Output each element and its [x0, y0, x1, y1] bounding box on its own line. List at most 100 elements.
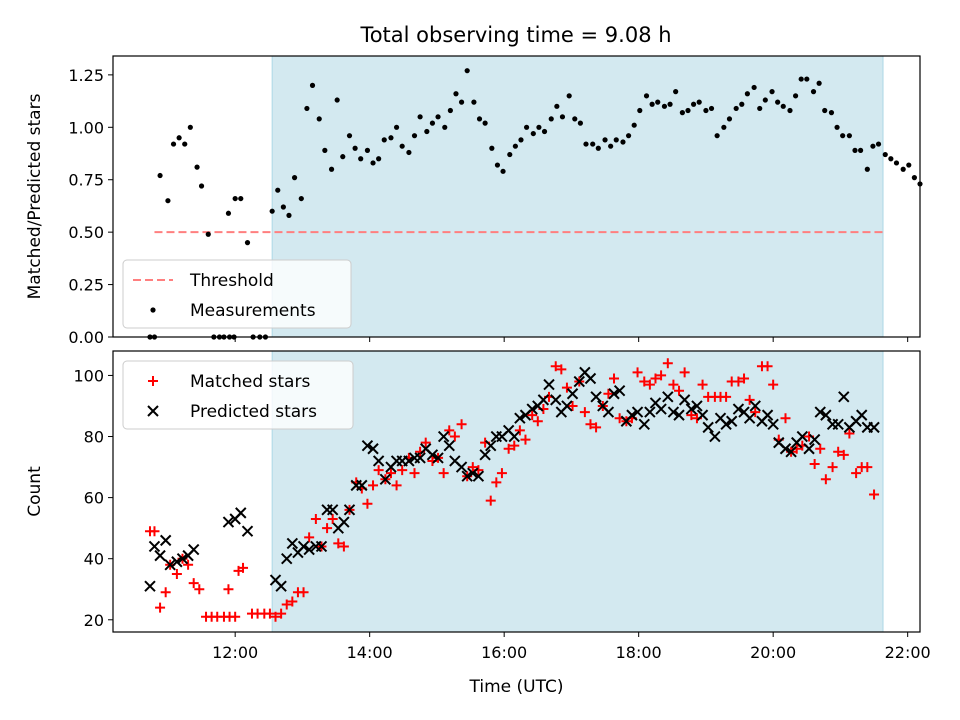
matched-star-point [780, 413, 791, 424]
measurement-point [507, 151, 513, 158]
measurement-point [679, 110, 685, 116]
measurement-point [170, 141, 177, 147]
predicted-star-point [176, 552, 189, 565]
predicted-star-point [414, 452, 426, 464]
predicted-star-point [631, 406, 644, 418]
predicted-star-point [655, 403, 667, 415]
measurement-point [608, 143, 614, 149]
measurement-point [733, 105, 739, 112]
matched-star-point [304, 532, 315, 543]
predicted-star-point [808, 433, 821, 446]
measurement-point [435, 114, 441, 120]
measurement-point [595, 145, 601, 151]
predicted-star-point [662, 391, 674, 403]
matched-star-point [869, 489, 880, 500]
measurement-point [911, 175, 917, 181]
predicted-star-point [725, 415, 738, 427]
matched-star-point [603, 388, 614, 399]
measurement-point [613, 137, 619, 143]
matched-star-point [809, 459, 820, 470]
matched-star-point [281, 599, 292, 610]
legend-label-predicted: Predicted stars [190, 402, 317, 422]
matched-star-point [550, 361, 561, 372]
measurement-point [275, 187, 281, 193]
matched-star-point [591, 422, 602, 433]
matched-star-point [327, 513, 338, 524]
predicted-star-point [303, 543, 315, 556]
matched-star-point [397, 465, 408, 476]
matched-star-point [322, 523, 333, 534]
predicted-star-point [432, 452, 444, 464]
matched-star-point [762, 361, 773, 372]
measurement-point [625, 133, 632, 139]
predicted-star-point [403, 455, 415, 467]
matched-star-point [733, 376, 744, 387]
matched-star-point [449, 431, 460, 442]
predicted-star-point [803, 443, 815, 455]
measurement-point [536, 124, 542, 130]
measurement-point [685, 107, 691, 114]
matched-star-point [183, 559, 194, 570]
measurement-point [187, 124, 193, 130]
matched-star-point [149, 526, 160, 537]
matched-star-point [744, 394, 755, 405]
measurement-point [453, 91, 459, 97]
measurement-point [291, 175, 298, 181]
measurement-point [364, 147, 371, 153]
predicted-star-point [732, 403, 745, 415]
measurement-point [864, 166, 870, 172]
matched-star-point [862, 462, 873, 473]
measurement-point [518, 137, 524, 143]
matched-star-point [632, 367, 643, 378]
matched-star-point [491, 477, 502, 488]
matched-star-point [579, 407, 590, 418]
measurement-point [828, 110, 835, 116]
measurement-point [893, 160, 900, 166]
predicted-star-point [343, 504, 356, 516]
predicted-star-point [467, 467, 479, 479]
matched-star-point [409, 468, 420, 479]
measurement-point [852, 147, 858, 153]
predicted-star-point [602, 406, 615, 418]
matched-star-point [656, 370, 667, 381]
predicted-star-point [338, 516, 350, 528]
predicted-star-point [613, 384, 626, 397]
matched-star-point [520, 434, 531, 445]
measurement-point [590, 141, 596, 147]
predicted-star-point [455, 461, 468, 473]
matched-star-point [833, 446, 844, 457]
matched-star-point [838, 449, 849, 460]
measurement-point [643, 93, 650, 99]
measurement-point [882, 151, 888, 158]
bottom-ytick-label: 100 [73, 366, 104, 385]
predicted-star-point [832, 418, 844, 431]
bottom-xlabel: Time (UTC) [469, 677, 564, 697]
legend-predicted-swatch [147, 405, 159, 417]
measurement-point [602, 137, 608, 143]
legend-box [122, 259, 352, 329]
matched-star-point [556, 364, 567, 375]
measurement-point [620, 139, 626, 145]
measurement-point [500, 168, 506, 174]
matched-star-point [509, 440, 520, 451]
matched-star-point [171, 568, 182, 579]
matched-star-point [567, 400, 578, 411]
measurement-point [165, 198, 171, 204]
measurement-point [286, 212, 292, 218]
matched-star-point [264, 608, 275, 619]
measurement-point [476, 116, 483, 122]
matched-star-point [827, 462, 838, 473]
predicted-star-point [326, 504, 339, 516]
predicted-star-point [171, 556, 183, 568]
measurement-point [822, 107, 828, 114]
predicted-star-point [550, 394, 562, 406]
matched-star-point [230, 611, 241, 622]
top-ytick-label: 0.50 [68, 223, 104, 242]
bottom-xtick-label: 12:00 [212, 643, 258, 662]
matched-star-point [444, 425, 455, 436]
predicted-star-point [573, 375, 585, 388]
predicted-star-point [472, 470, 485, 482]
predicted-star-point [361, 439, 374, 452]
matched-star-point [238, 562, 249, 573]
